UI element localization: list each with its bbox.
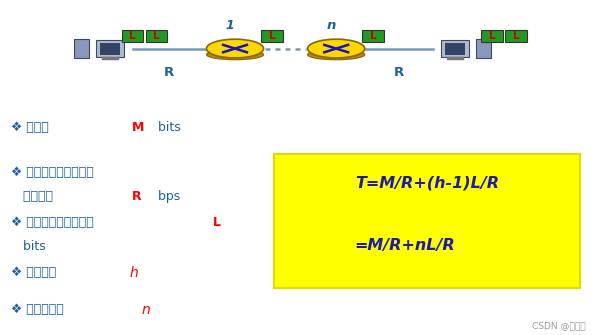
Ellipse shape <box>308 39 365 58</box>
Text: ❖ 链路带宽（数据传输: ❖ 链路带宽（数据传输 <box>11 166 93 179</box>
Text: CSDN @不怕娜: CSDN @不怕娜 <box>533 321 586 330</box>
FancyBboxPatch shape <box>261 30 283 42</box>
Text: L: L <box>369 31 377 41</box>
Text: 速率）：: 速率）： <box>11 190 53 203</box>
FancyBboxPatch shape <box>481 30 503 42</box>
Text: ❖ 报文：: ❖ 报文： <box>11 121 48 134</box>
FancyBboxPatch shape <box>74 39 89 58</box>
Text: L: L <box>153 31 160 41</box>
Text: bits: bits <box>11 240 45 253</box>
Text: =M/R+nL/R: =M/R+nL/R <box>354 238 455 253</box>
Text: T=M/R+(h-1)L/R: T=M/R+(h-1)L/R <box>355 175 499 190</box>
Text: n: n <box>142 303 151 317</box>
FancyBboxPatch shape <box>96 40 124 57</box>
FancyBboxPatch shape <box>146 30 167 42</box>
Text: ❖ 跳步数：: ❖ 跳步数： <box>11 266 56 279</box>
Ellipse shape <box>206 39 264 58</box>
Ellipse shape <box>308 50 365 60</box>
Text: n: n <box>327 19 336 32</box>
Text: h: h <box>130 266 139 280</box>
FancyBboxPatch shape <box>100 43 120 55</box>
Text: L: L <box>129 31 136 41</box>
FancyBboxPatch shape <box>476 39 491 58</box>
Text: R: R <box>394 66 405 79</box>
FancyBboxPatch shape <box>274 154 580 288</box>
FancyBboxPatch shape <box>505 30 527 42</box>
Ellipse shape <box>206 50 264 60</box>
Text: L: L <box>512 31 519 41</box>
Text: 1: 1 <box>226 19 234 32</box>
Text: bits: bits <box>154 121 180 134</box>
Text: L: L <box>488 31 496 41</box>
FancyBboxPatch shape <box>122 30 143 42</box>
Text: ❖ 分组长度（大小）：: ❖ 分组长度（大小）： <box>11 216 93 229</box>
Text: bps: bps <box>154 190 180 203</box>
FancyBboxPatch shape <box>441 40 469 57</box>
Text: ❖ 路由器数：: ❖ 路由器数： <box>11 303 64 316</box>
Text: M: M <box>132 121 145 134</box>
Text: R: R <box>164 66 174 79</box>
Text: L: L <box>213 216 221 229</box>
Text: L: L <box>268 31 275 41</box>
Text: R: R <box>132 190 142 203</box>
FancyBboxPatch shape <box>362 30 384 42</box>
FancyBboxPatch shape <box>445 43 465 55</box>
